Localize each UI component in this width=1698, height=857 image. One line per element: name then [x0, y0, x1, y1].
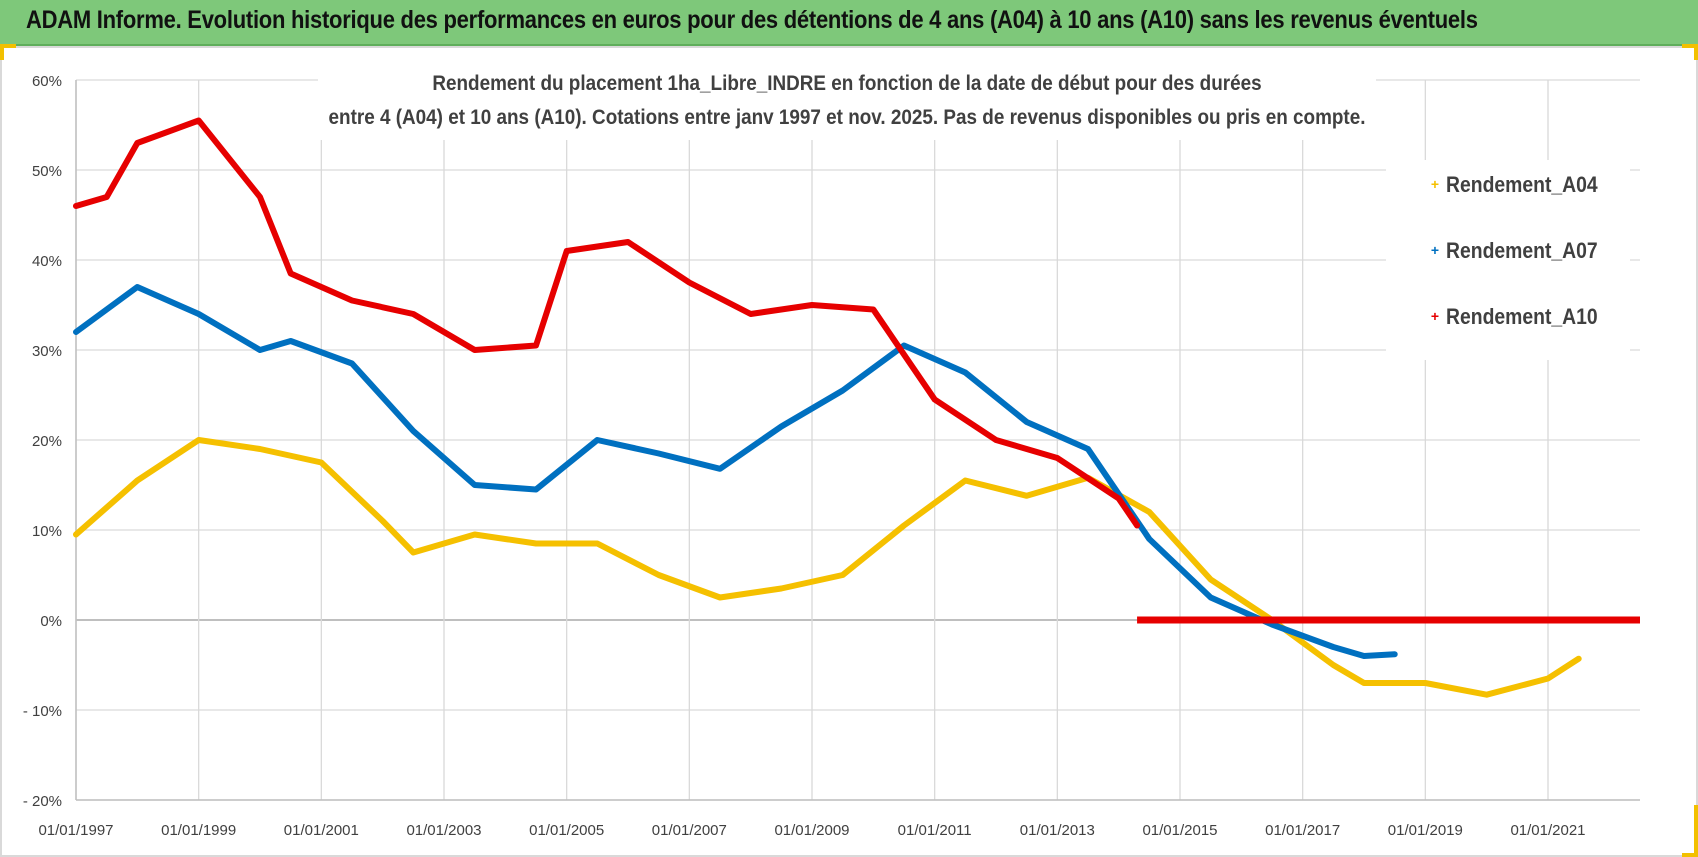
series-layer [73, 117, 1640, 698]
legend-label: Rendement_A10 [1446, 305, 1598, 329]
y-tick-label: 10% [32, 523, 62, 540]
chart-title-line-2: entre 4 (A04) et 10 ans (A10). Cotations… [329, 106, 1366, 129]
x-tick-label: 01/01/2019 [1388, 822, 1463, 839]
chart-title-backdrop [318, 66, 1376, 140]
corner-accent-top-right [1682, 44, 1698, 60]
legend-label: Rendement_A07 [1446, 239, 1598, 263]
series-line [73, 437, 1582, 698]
y-tick-label: 40% [32, 253, 62, 270]
x-tick-label: 01/01/1999 [161, 822, 236, 839]
series-Rendement_A07 [73, 284, 1398, 659]
y-tick-label: - 20% [23, 793, 62, 810]
legend-label: Rendement_A04 [1446, 173, 1598, 197]
series-line [73, 284, 1398, 659]
axis-layer: 60% 50% 40% 30% 20% 10% 0% - 10% - 20% 01/01/1997… [23, 73, 1640, 839]
chart-title-line-1: Rendement du placement 1ha_Libre_INDRE e… [432, 72, 1261, 95]
y-tick-label: - 10% [23, 703, 62, 720]
series-Rendement_A04 [73, 437, 1582, 698]
x-tick-label: 01/01/2021 [1510, 822, 1585, 839]
x-tick-label: 01/01/2007 [652, 822, 727, 839]
legend-marker: + [1431, 242, 1439, 258]
x-tick-label: 01/01/2013 [1020, 822, 1095, 839]
series-Rendement_A10 [73, 117, 1640, 624]
x-tick-label: 01/01/2011 [898, 822, 972, 839]
title-banner: ADAM Informe. Evolution historique des p… [0, 0, 1698, 46]
corner-accent-top-left [0, 44, 16, 60]
x-tick-label: 01/01/1997 [38, 822, 113, 839]
y-tick-label: 0% [40, 613, 62, 630]
y-tick-label: 60% [32, 73, 62, 90]
legend-marker: + [1431, 176, 1439, 192]
x-tick-label: 01/01/2003 [406, 822, 481, 839]
x-tick-label: 01/01/2017 [1265, 822, 1340, 839]
legend-backdrop [1386, 160, 1630, 360]
banner-title: ADAM Informe. Evolution historique des p… [26, 6, 1478, 34]
series-line [73, 117, 1141, 529]
corner-accent-bottom-right [1682, 805, 1698, 857]
y-tick-label: 20% [32, 433, 62, 450]
y-tick-label: 30% [32, 343, 62, 360]
x-tick-label: 01/01/2005 [529, 822, 604, 839]
x-tick-label: 01/01/2009 [774, 822, 849, 839]
y-tick-label: 50% [32, 163, 62, 180]
x-tick-label: 01/01/2015 [1142, 822, 1217, 839]
legend-marker: + [1431, 308, 1439, 324]
legend: + Rendement_A04 + Rendement_A07 + Rendement_A… [1431, 173, 1598, 329]
x-tick-label: 01/01/2001 [284, 822, 359, 839]
